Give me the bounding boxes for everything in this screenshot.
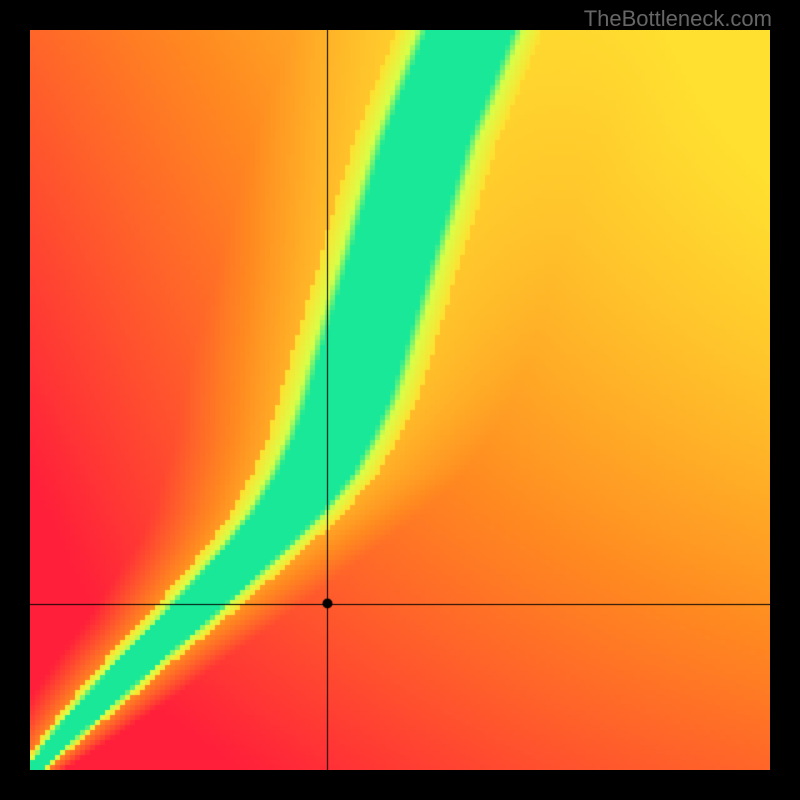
heatmap-canvas <box>30 30 770 770</box>
plot-area <box>30 30 770 770</box>
watermark-text: TheBottleneck.com <box>584 6 772 32</box>
chart-container: TheBottleneck.com <box>0 0 800 800</box>
